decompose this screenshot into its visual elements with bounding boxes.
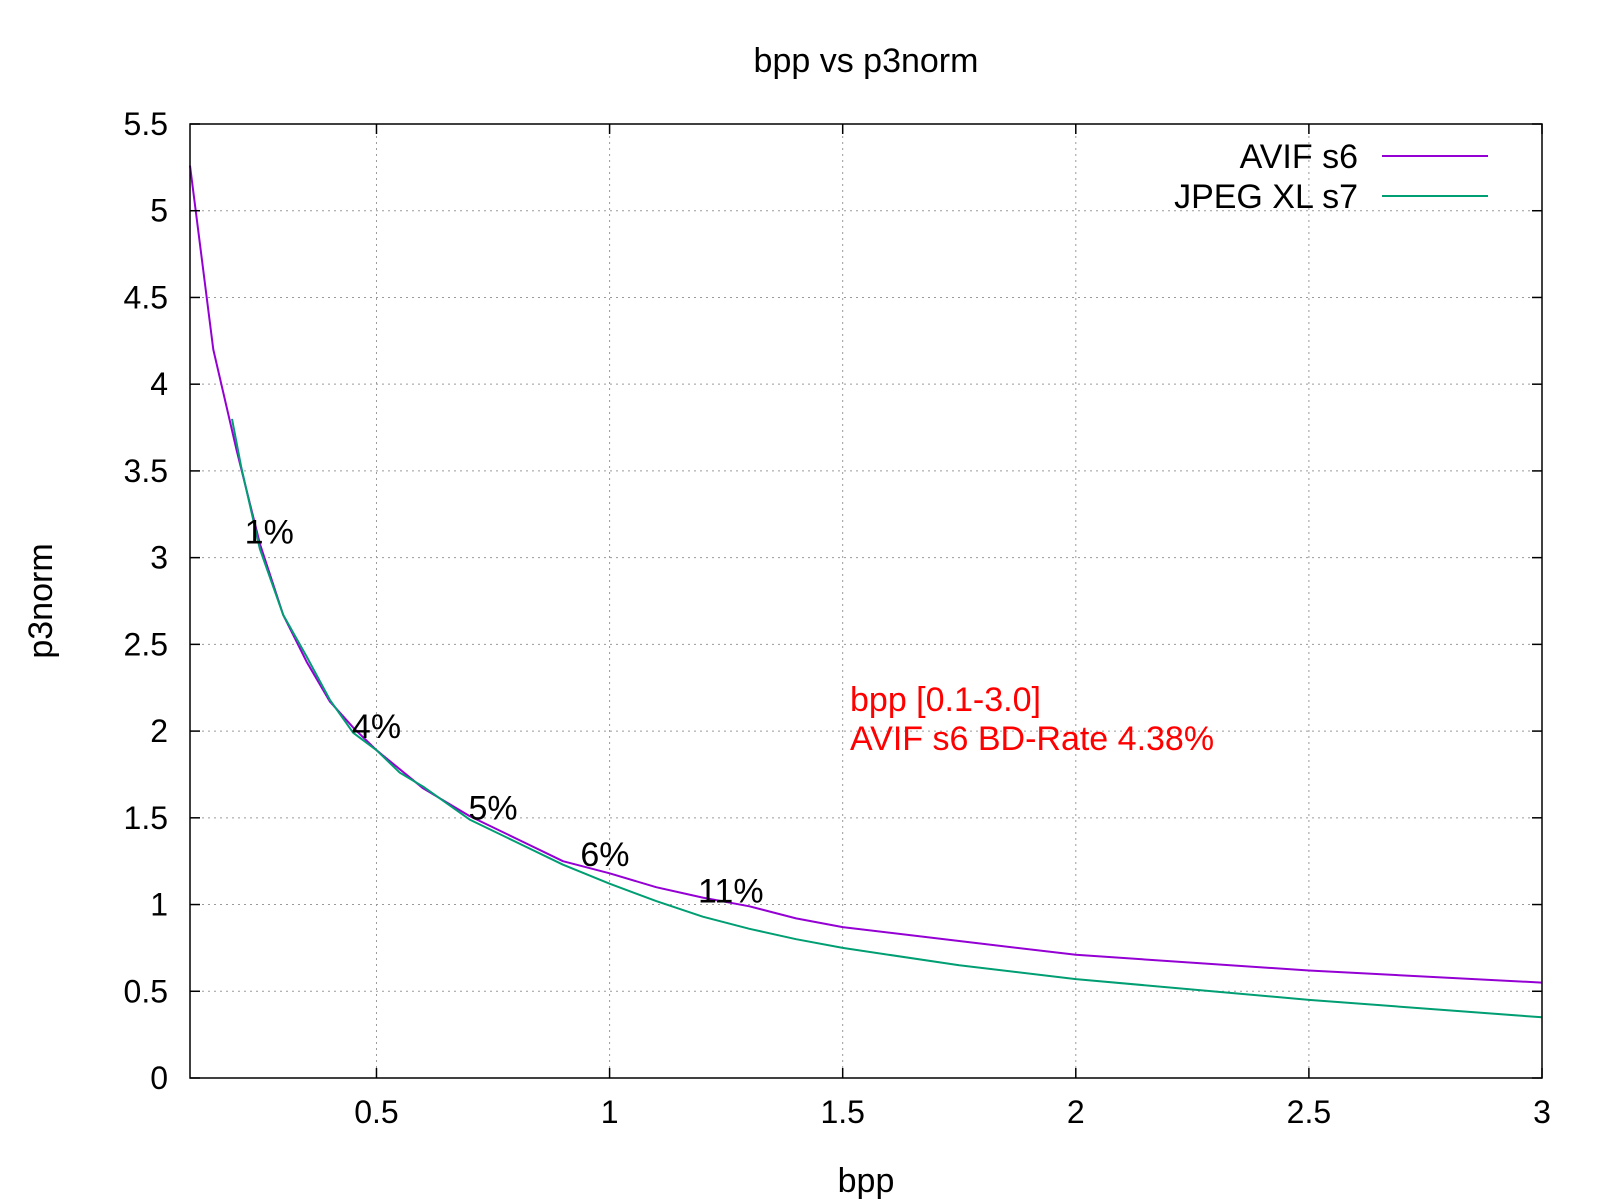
bd-rate-label: 5% [468, 789, 517, 827]
legend-label-2: JPEG XL s7 [1174, 178, 1358, 216]
y-tick-label: 4.5 [124, 279, 168, 315]
y-tick-label: 1 [150, 887, 168, 923]
bd-rate-label: 11% [698, 873, 764, 911]
grid [190, 124, 1542, 1078]
bd-rate-label: 4% [352, 708, 401, 746]
series-line-1 [189, 165, 1543, 984]
x-axis-label: bpp [838, 1162, 895, 1200]
x-tick-label: 2.5 [1287, 1094, 1331, 1130]
bd-rate-label: 6% [580, 836, 629, 874]
note-line-1: bpp [0.1-3.0] [850, 681, 1041, 719]
chart-title: bpp vs p3norm [754, 42, 979, 80]
x-tick-label: 1.5 [820, 1094, 864, 1130]
y-tick-label: 1.5 [124, 800, 168, 836]
y-tick-label: 4 [150, 366, 168, 402]
y-tick-label: 3 [150, 540, 168, 576]
annotations: 1% 4% 5% 6% 11% [245, 514, 764, 911]
y-axis-label: p3norm [22, 543, 60, 658]
x-tick-label: 2 [1067, 1094, 1085, 1130]
x-tick-label: 1 [601, 1094, 619, 1130]
bd-rate-label: 1% [245, 514, 294, 552]
y-tick-label: 0.5 [124, 973, 168, 1009]
plot-frame [189, 123, 1543, 1079]
x-tick-label: 3 [1533, 1094, 1551, 1130]
y-tick-label: 0 [150, 1060, 168, 1096]
note-line-2: AVIF s6 BD-Rate 4.38% [850, 720, 1214, 758]
x-tick-label: 0.5 [354, 1094, 398, 1130]
axis-ticks: 0.5 1 1.5 2 2.5 3 0 0.5 1 1.5 2 2.5 3 3.5 4 4.5 5 5.5 [124, 106, 1551, 1130]
series-line-2 [231, 418, 1543, 1019]
y-tick-label: 5.5 [124, 106, 168, 142]
legend-label-1: AVIF s6 [1240, 138, 1358, 176]
y-tick-label: 3.5 [124, 453, 168, 489]
series-layer [189, 165, 1543, 1019]
y-tick-label: 2.5 [124, 626, 168, 662]
y-tick-label: 2 [150, 713, 168, 749]
y-tick-label: 5 [150, 193, 168, 229]
